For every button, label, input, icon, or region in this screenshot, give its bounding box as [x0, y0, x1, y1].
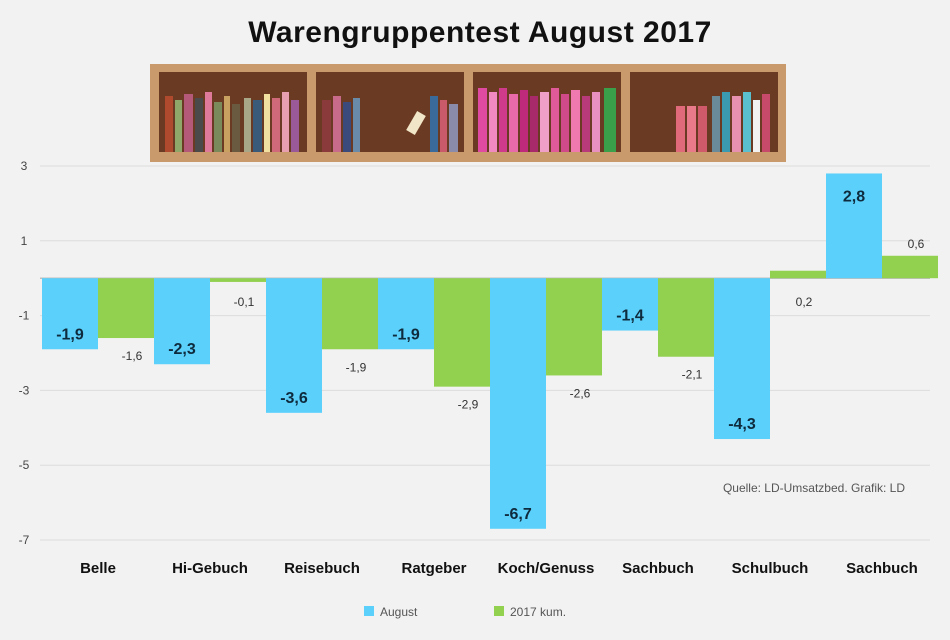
value-label-august: -1,4	[616, 308, 644, 325]
value-label-2017-kum: -2,6	[570, 386, 591, 400]
value-label-august: -1,9	[56, 326, 84, 343]
value-label-august: -2,3	[168, 341, 196, 358]
legend-label-august: August	[380, 605, 418, 619]
y-tick-label: 3	[21, 159, 28, 173]
value-label-2017-kum: -0,1	[234, 295, 255, 309]
category-label: Ratgeber	[401, 560, 466, 577]
bar-august	[266, 278, 322, 413]
bookshelf-icon	[150, 64, 786, 162]
bar-august	[714, 278, 770, 440]
y-tick-label: -1	[19, 309, 30, 323]
category-label: Koch/Genuss	[498, 560, 595, 577]
value-label-august: -6,7	[504, 506, 532, 523]
bar-august	[602, 278, 658, 331]
y-tick-label: -5	[19, 458, 30, 472]
value-label-2017-kum: 0,6	[908, 237, 925, 251]
bar-2017-kum	[770, 270, 826, 279]
value-label-august: 2,8	[843, 188, 865, 205]
bar-august	[826, 173, 882, 279]
bar-2017-kum	[658, 278, 714, 357]
data-labels: -1,9 -1,6 -2,3 -0,1 -3,6 -1,9 -1,9 -2,9 -6,7 -2,6…	[56, 188, 924, 522]
category-label: Schulbuch	[732, 560, 809, 577]
value-label-august: -1,9	[392, 326, 420, 343]
category-label: Reisebuch	[284, 560, 360, 577]
bar-2017-kum	[546, 278, 602, 376]
x-axis: Belle Hi-Gebuch Reisebuch Ratgeber Koch/Genu…	[80, 560, 918, 577]
y-tick-label: 1	[21, 234, 28, 248]
value-label-august: -3,6	[280, 390, 308, 407]
y-axis: 3 1 -1 -3 -5 -7	[19, 159, 30, 547]
category-label: Sachbuch	[622, 560, 694, 577]
bar-2017-kum	[98, 278, 154, 339]
bar-august	[154, 278, 210, 365]
category-label: Sachbuch	[846, 560, 918, 577]
bar-2017-kum	[322, 278, 378, 350]
value-label-2017-kum: -2,1	[682, 368, 703, 382]
legend-swatch-2017-kum	[494, 606, 504, 616]
source-note: Quelle: LD-Umsatzbed. Grafik: LD	[723, 481, 905, 495]
value-label-august: -4,3	[728, 416, 756, 433]
y-tick-label: -3	[19, 383, 30, 397]
bar-august	[378, 278, 434, 350]
bar-2017-kum	[434, 278, 490, 387]
bar-2017-kum	[882, 255, 938, 279]
value-label-2017-kum: -1,9	[346, 360, 367, 374]
bar-2017-kum	[210, 278, 266, 282]
bar-august	[490, 278, 546, 529]
legend-label-2017-kum: 2017 kum.	[510, 605, 566, 619]
value-label-2017-kum: -2,9	[458, 398, 479, 412]
bar-august	[42, 278, 98, 350]
chart-title: Warengruppentest August 2017	[248, 16, 712, 49]
category-label: Belle	[80, 560, 116, 577]
legend: August 2017 kum.	[364, 605, 566, 619]
legend-swatch-august	[364, 606, 374, 616]
category-label: Hi-Gebuch	[172, 560, 248, 577]
value-label-2017-kum: 0,2	[796, 295, 813, 309]
value-label-2017-kum: -1,6	[122, 349, 143, 363]
y-tick-label: -7	[19, 533, 30, 547]
bars	[42, 173, 938, 529]
